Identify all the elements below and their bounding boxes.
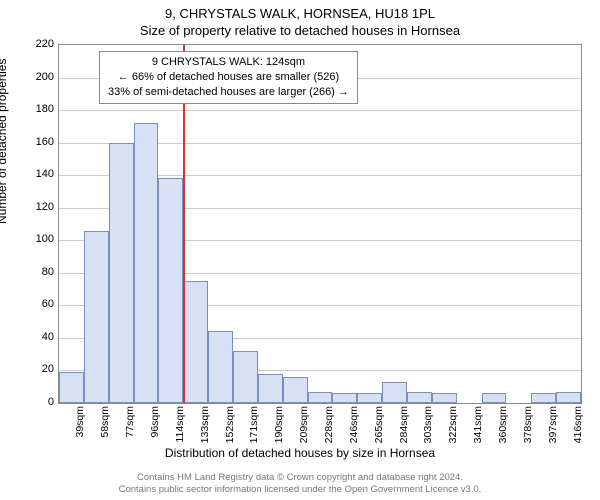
annotation-line1: 9 CHRYSTALS WALK: 124sqm [108,55,349,70]
gridline [59,110,581,111]
histogram-bar [332,393,357,403]
chart-title-main: 9, CHRYSTALS WALK, HORNSEA, HU18 1PL [0,0,600,21]
y-tick-label: 80 [14,266,54,278]
y-tick-label: 180 [14,103,54,115]
histogram-bar [59,372,84,403]
histogram-bar [407,392,432,403]
histogram-bar [134,123,159,403]
y-tick-label: 60 [14,298,54,310]
y-tick-label: 40 [14,331,54,343]
histogram-bar [357,393,382,403]
annotation-line2: ← 66% of detached houses are smaller (52… [108,70,349,85]
y-tick-label: 20 [14,363,54,375]
histogram-bar [109,143,134,403]
chart-title-sub: Size of property relative to detached ho… [0,21,600,38]
y-tick-label: 100 [14,233,54,245]
x-axis-title: Distribution of detached houses by size … [0,446,600,460]
y-tick-label: 140 [14,168,54,180]
y-tick-label: 220 [14,38,54,50]
histogram-bar [482,393,507,403]
y-tick-label: 0 [14,396,54,408]
y-tick-label: 120 [14,201,54,213]
y-tick-label: 200 [14,71,54,83]
histogram-bar [432,393,457,403]
footer-attribution: Contains HM Land Registry data © Crown c… [0,472,600,496]
y-axis-label: Number of detached properties [0,59,9,224]
histogram-bar [84,231,109,403]
histogram-bar [531,393,556,403]
footer-line2: Contains public sector information licen… [0,484,600,496]
y-tick-label: 160 [14,136,54,148]
histogram-bar [556,392,581,403]
histogram-bar [258,374,283,403]
histogram-bar [183,281,208,403]
histogram-bar [208,331,233,403]
histogram-bar [233,351,258,403]
histogram-bar [308,392,333,403]
histogram-bar [382,382,407,403]
histogram-bar [158,178,183,403]
footer-line1: Contains HM Land Registry data © Crown c… [0,472,600,484]
histogram-bar [283,377,308,403]
chart-root: 9, CHRYSTALS WALK, HORNSEA, HU18 1PL Siz… [0,0,600,500]
plot-area: 9 CHRYSTALS WALK: 124sqm ← 66% of detach… [58,44,582,404]
annotation-line3: 33% of semi-detached houses are larger (… [108,85,349,100]
annotation-box: 9 CHRYSTALS WALK: 124sqm ← 66% of detach… [99,51,358,104]
